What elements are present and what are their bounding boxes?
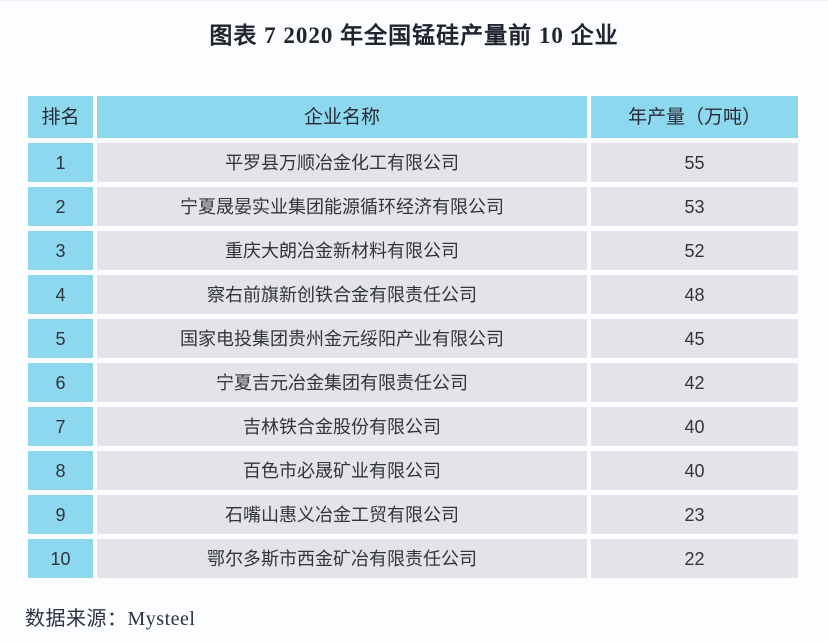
col-header-company: 企业名称	[97, 96, 587, 138]
rank-cell: 6	[28, 363, 93, 402]
company-cell: 宁夏吉元冶金集团有限责任公司	[97, 363, 587, 402]
company-cell: 鄂尔多斯市西金矿冶有限责任公司	[97, 539, 587, 578]
company-cell: 国家电投集团贵州金元绥阳产业有限公司	[97, 319, 587, 358]
rank-cell: 5	[28, 319, 93, 358]
output-cell: 48	[591, 275, 798, 314]
rank-cell: 2	[28, 187, 93, 226]
rank-cell: 9	[28, 495, 93, 534]
col-header-output: 年产量（万吨）	[591, 96, 798, 138]
rank-cell: 8	[28, 451, 93, 490]
output-cell: 40	[591, 407, 798, 446]
output-cell: 42	[591, 363, 798, 402]
production-table: 排名 企业名称 年产量（万吨） 1 平罗县万顺冶金化工有限公司 55 2 宁夏晟…	[28, 96, 798, 578]
output-cell: 22	[591, 539, 798, 578]
output-cell: 55	[591, 143, 798, 182]
company-cell: 宁夏晟晏实业集团能源循环经济有限公司	[97, 187, 587, 226]
company-cell: 平罗县万顺冶金化工有限公司	[97, 143, 587, 182]
rank-cell: 1	[28, 143, 93, 182]
col-header-rank: 排名	[28, 96, 93, 138]
rank-cell: 4	[28, 275, 93, 314]
output-cell: 53	[591, 187, 798, 226]
rank-cell: 10	[28, 539, 93, 578]
output-cell: 52	[591, 231, 798, 270]
rank-cell: 3	[28, 231, 93, 270]
data-source: 数据来源：Mysteel	[25, 608, 196, 630]
company-cell: 百色市必晟矿业有限公司	[97, 451, 587, 490]
figure-title: 图表 7 2020 年全国锰硅产量前 10 企业	[209, 23, 619, 48]
company-cell: 重庆大朗冶金新材料有限公司	[97, 231, 587, 270]
rank-cell: 7	[28, 407, 93, 446]
output-cell: 45	[591, 319, 798, 358]
company-cell: 吉林铁合金股份有限公司	[97, 407, 587, 446]
company-cell: 察右前旗新创铁合金有限责任公司	[97, 275, 587, 314]
output-cell: 23	[591, 495, 798, 534]
output-cell: 40	[591, 451, 798, 490]
company-cell: 石嘴山惠义冶金工贸有限公司	[97, 495, 587, 534]
